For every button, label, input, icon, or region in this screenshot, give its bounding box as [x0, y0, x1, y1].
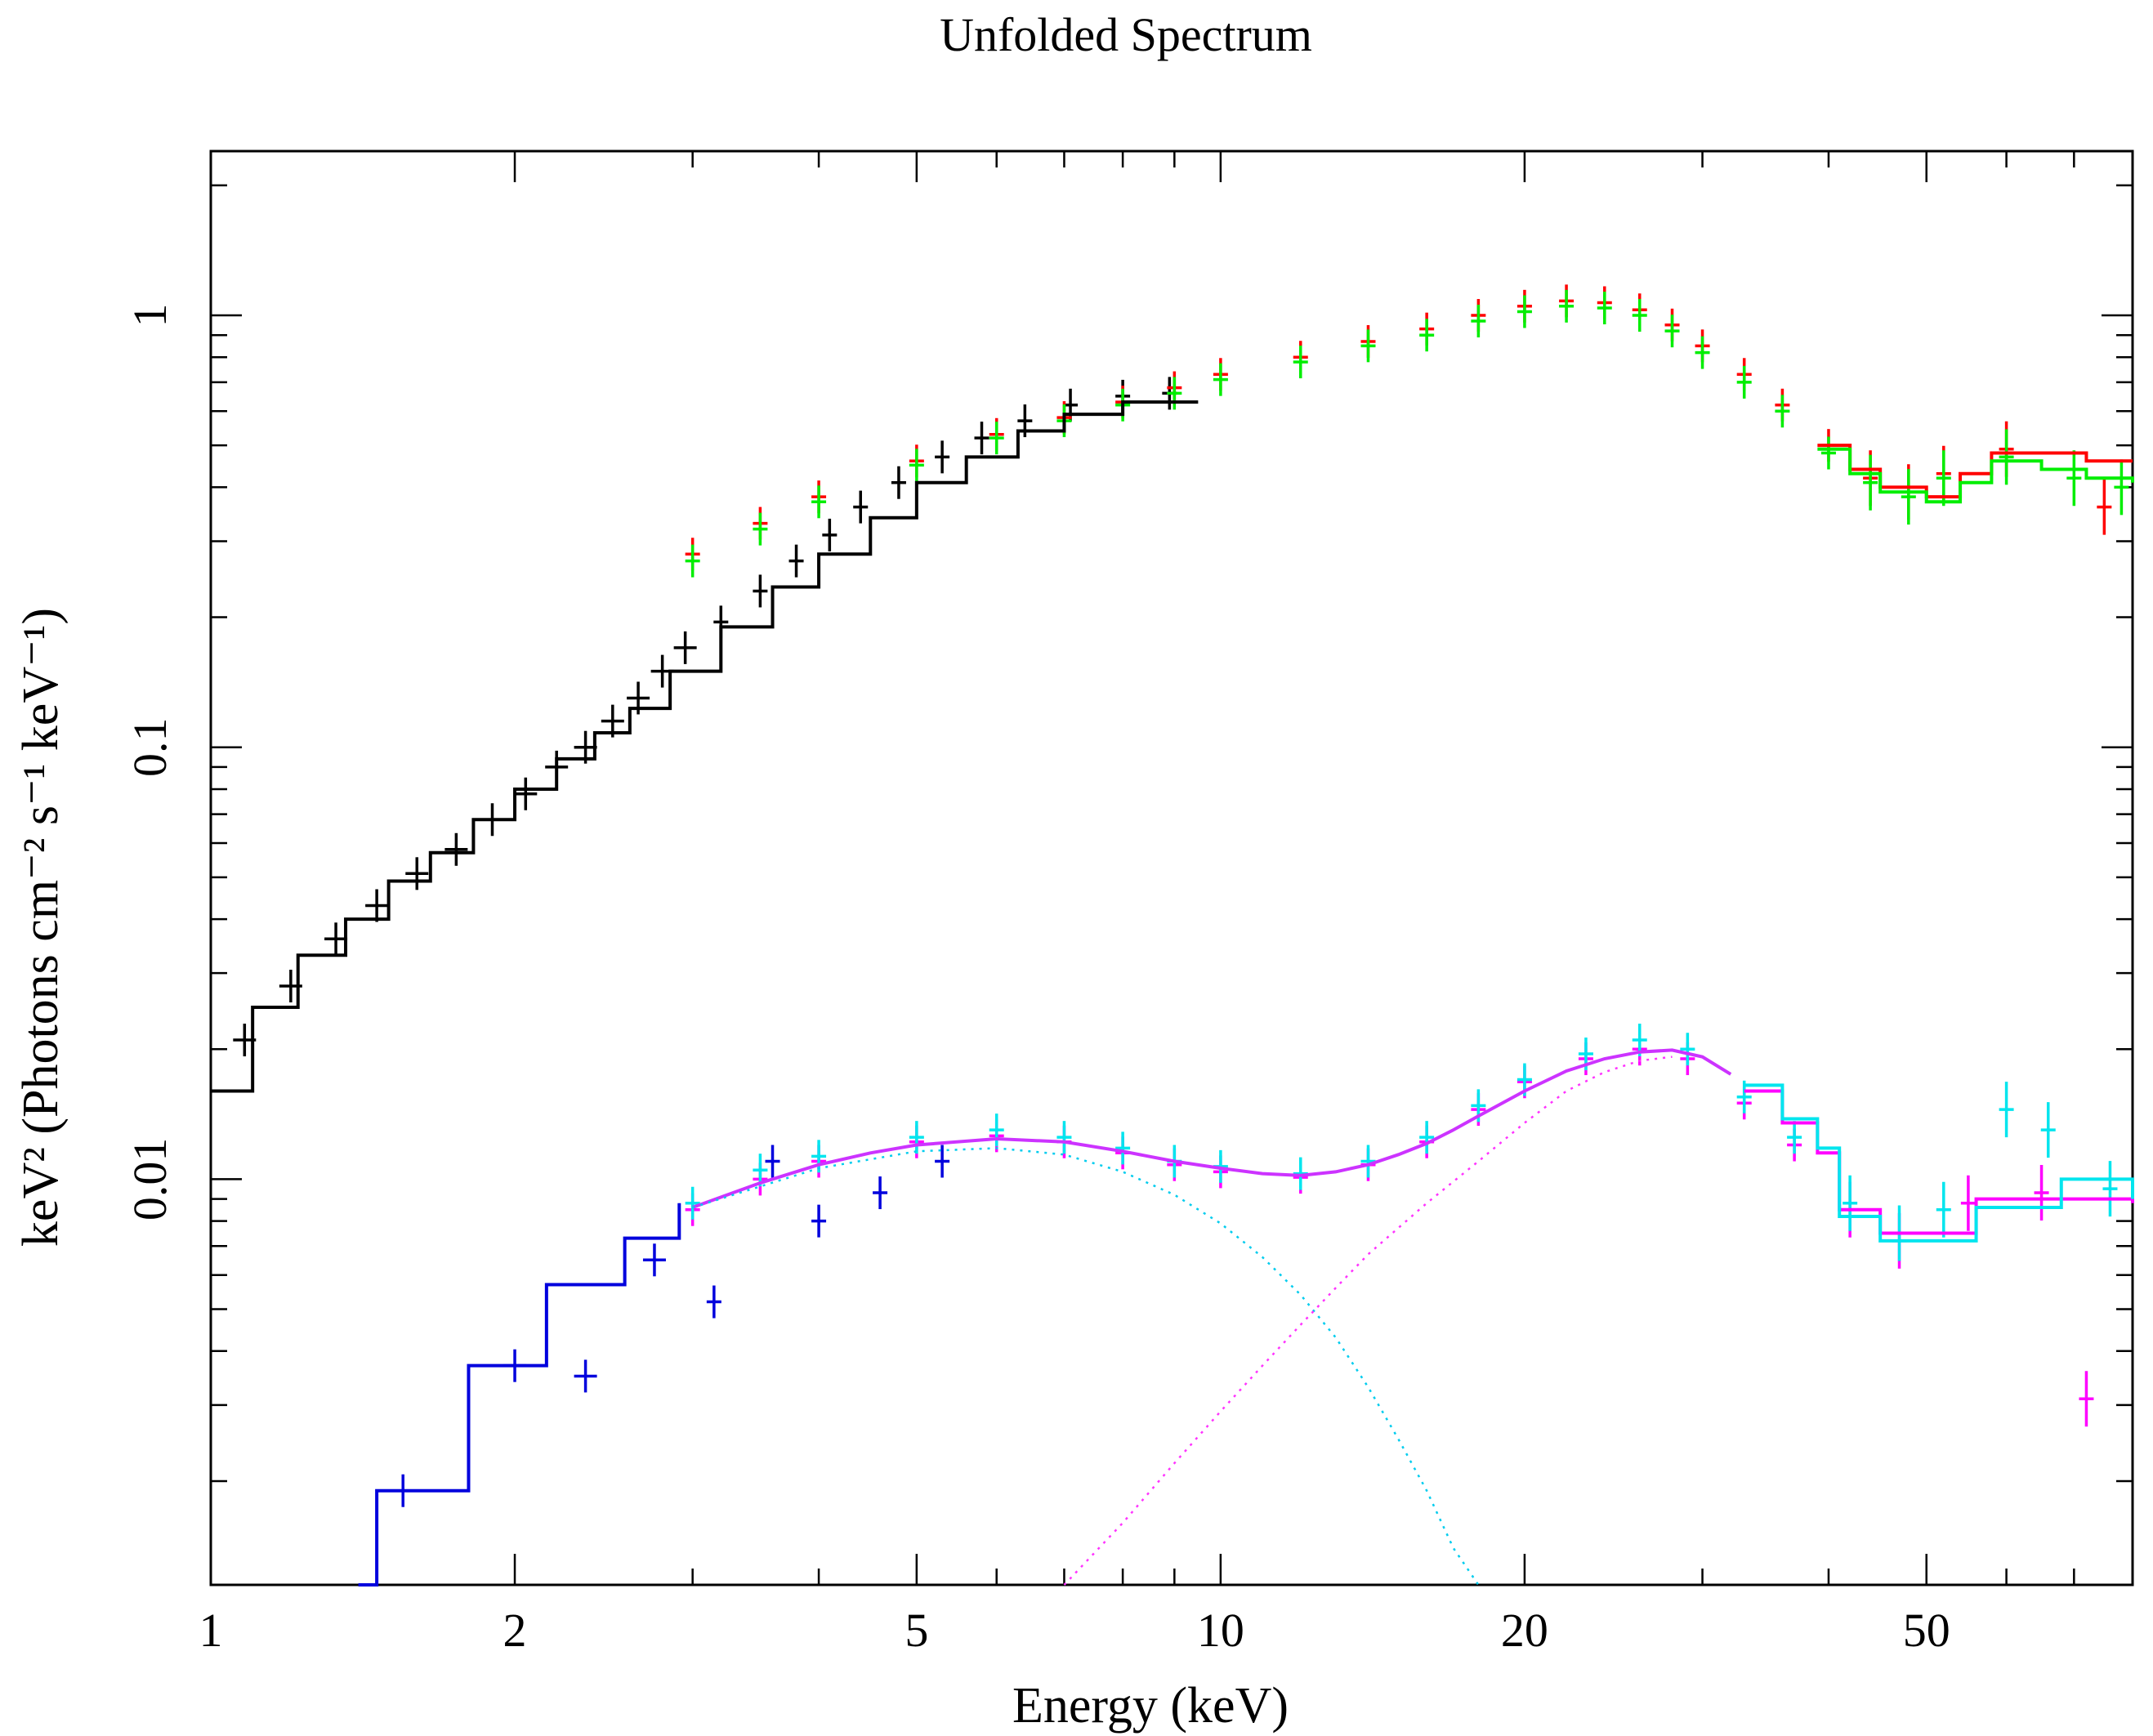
x-tick-label: 1	[199, 1604, 223, 1657]
model-curve	[1063, 1055, 1673, 1586]
model-curve	[692, 1147, 1480, 1586]
y-tick-label: 1	[123, 304, 176, 328]
chart-title: Unfolded Spectrum	[940, 8, 1312, 61]
x-tick-label: 2	[503, 1604, 527, 1657]
x-tick-label: 5	[905, 1604, 928, 1657]
series-high-state-hard-model-B	[1817, 447, 2134, 504]
x-tick-label: 20	[1501, 1604, 1548, 1657]
x-tick-label: 50	[1903, 1604, 1950, 1657]
series-low-state-hard-data-B	[685, 1024, 2118, 1261]
y-tick-label: 0.1	[123, 717, 176, 777]
series-hard-component	[1063, 1055, 1673, 1586]
series-high-state-hard-data-B	[685, 289, 2129, 578]
series-low-state-hard-model-A	[1744, 1089, 2134, 1235]
model-curve	[691, 1048, 1732, 1209]
plot-frame	[209, 150, 2134, 1586]
series-low-state-hard-data-A	[685, 1033, 2094, 1427]
series-high-state-hard-data-A	[685, 284, 2112, 571]
y-axis-label: keV² (Photons cm⁻² s⁻¹ keV⁻¹)	[13, 608, 69, 1247]
series-high-state-model	[211, 400, 1199, 1093]
model-curve	[1744, 1083, 2134, 1243]
y-tick-label: 0.01	[123, 1138, 176, 1221]
series-high-state-soft-data	[233, 377, 1177, 1057]
plot-area	[211, 284, 2134, 1586]
series-low-state-total-model	[691, 1048, 1732, 1209]
model-curve	[211, 400, 1199, 1093]
series-low-state-soft-data	[391, 1145, 950, 1507]
x-axis-label: Energy (keV)	[1012, 1678, 1289, 1734]
model-curve	[358, 1203, 681, 1586]
model-curve	[1744, 1089, 2134, 1235]
x-tick-label: 10	[1197, 1604, 1244, 1657]
series-low-state-soft-model	[358, 1203, 681, 1586]
axis-ticks: 1 2 5 10 20 50 0.01 0.1 1	[123, 151, 2134, 1657]
model-curve	[1817, 447, 2134, 504]
series-soft-component	[692, 1147, 1480, 1586]
series-low-state-hard-model-B	[1744, 1083, 2134, 1243]
